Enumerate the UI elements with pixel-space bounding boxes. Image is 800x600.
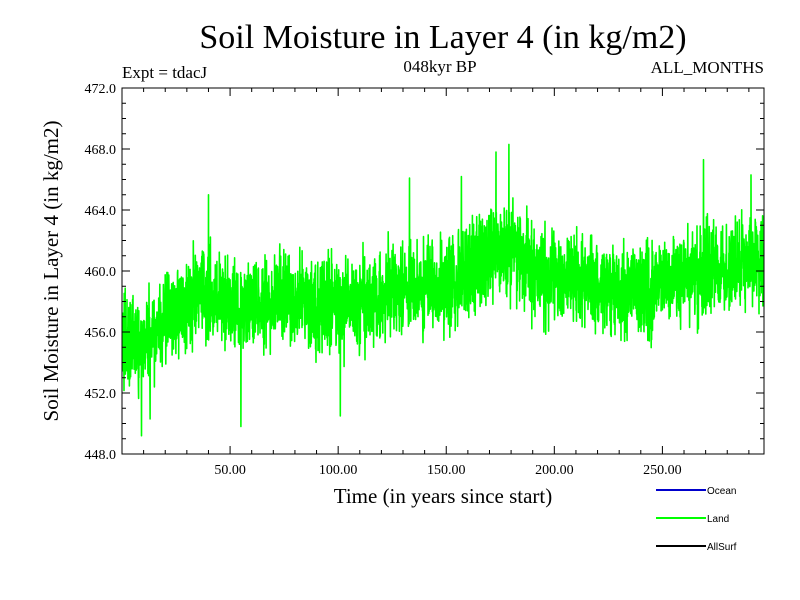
x-tick-label: 250.00 [643,463,682,478]
x-tick-label: 50.00 [214,463,246,478]
axes: 50.00 100.00 150.00 200.00 250.00 448.0 452.0 4… [85,82,764,478]
y-tick-label: 456.0 [85,326,117,341]
experiment-label: Expt = tdacJ [122,63,208,82]
x-tick-label: 100.00 [319,463,358,478]
x-axis-label: Time (in years since start) [334,484,553,508]
y-tick-label: 452.0 [85,387,117,402]
y-tick-label: 472.0 [85,82,117,97]
land-series-line [122,143,764,437]
plot-area [121,87,765,455]
chart-title: Soil Moisture in Layer 4 (in kg/m2) [199,19,686,56]
legend-label-allsurf: AllSurf [707,542,737,553]
y-tick-label: 448.0 [85,448,117,463]
y-tick-label: 460.0 [85,265,117,280]
legend: Ocean Land AllSurf [656,486,737,553]
months-label: ALL_MONTHS [651,58,764,77]
legend-label-land: Land [707,514,729,525]
y-axis-label: Soil Moisture in Layer 4 (in kg/m2) [39,121,63,422]
period-label: 048kyr BP [403,57,476,76]
legend-label-ocean: Ocean [707,486,736,497]
x-tick-label: 200.00 [535,463,574,478]
x-tick-label: 150.00 [427,463,466,478]
y-tick-label: 464.0 [85,204,117,219]
y-tick-label: 468.0 [85,143,117,158]
